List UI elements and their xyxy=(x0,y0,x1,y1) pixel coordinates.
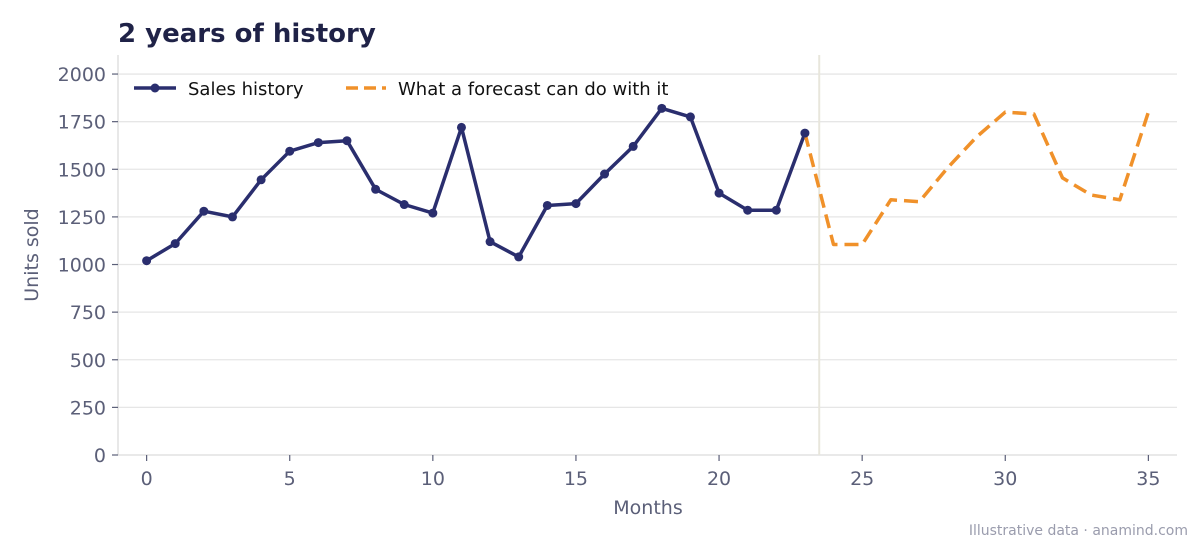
chart-title: 2 years of history xyxy=(118,19,376,49)
series-line-history xyxy=(144,106,807,263)
legend-label-forecast: What a forecast can do with it xyxy=(398,79,668,100)
y-tick-label: 2000 xyxy=(58,64,106,86)
x-tick-label: 25 xyxy=(850,468,874,490)
axes xyxy=(117,55,1177,456)
series-line-forecast xyxy=(803,110,1151,247)
y-tick-label: 0 xyxy=(94,445,106,467)
history-point xyxy=(371,184,381,194)
x-tick-label: 0 xyxy=(141,468,153,490)
y-tick-label: 1250 xyxy=(58,207,106,229)
y-axis-ticks: 0 250 500 750 1000 1250 1500 1750 2000 xyxy=(58,64,118,467)
y-tick-label: 1500 xyxy=(58,159,106,181)
history-point xyxy=(285,146,295,156)
gridlines xyxy=(118,73,1177,409)
history-point xyxy=(485,237,495,247)
y-axis-label: Units sold xyxy=(21,208,43,301)
history-point xyxy=(514,252,524,262)
history-point xyxy=(714,188,724,198)
history-point xyxy=(142,256,152,266)
x-tick-label: 15 xyxy=(564,468,588,490)
series-layer xyxy=(142,103,1151,266)
history-point xyxy=(743,205,753,215)
history-point xyxy=(399,200,409,210)
x-axis-label: Months xyxy=(613,497,682,519)
x-tick-label: 10 xyxy=(421,468,445,490)
y-tick-label: 500 xyxy=(70,350,106,372)
x-tick-label: 20 xyxy=(707,468,731,490)
legend: Sales history What a forecast can do wit… xyxy=(134,79,668,100)
history-point xyxy=(313,138,323,148)
x-axis-ticks: 0 5 10 15 20 25 30 35 xyxy=(141,455,1160,490)
history-point xyxy=(800,128,810,138)
history-point xyxy=(456,122,466,132)
history-point xyxy=(685,112,695,122)
y-tick-label: 250 xyxy=(70,397,106,419)
x-tick-label: 35 xyxy=(1136,468,1160,490)
history-point xyxy=(542,200,552,210)
history-point xyxy=(571,199,581,209)
history-point xyxy=(170,239,180,249)
x-tick-label: 5 xyxy=(284,468,296,490)
history-point xyxy=(199,206,209,216)
history-point xyxy=(227,212,237,222)
footer-credit: Illustrative data · anamind.com xyxy=(969,523,1188,539)
history-point xyxy=(771,205,781,215)
history-point xyxy=(428,208,438,218)
x-tick-label: 30 xyxy=(993,468,1017,490)
history-point xyxy=(256,175,266,185)
legend-label-history: Sales history xyxy=(188,79,304,100)
y-tick-label: 750 xyxy=(70,302,106,324)
history-point xyxy=(657,103,667,113)
history-point xyxy=(342,136,352,146)
y-tick-label: 1000 xyxy=(58,255,106,277)
y-tick-label: 1750 xyxy=(58,112,106,134)
history-point xyxy=(600,169,610,179)
legend-marker-history xyxy=(150,83,160,93)
history-point xyxy=(628,141,638,151)
